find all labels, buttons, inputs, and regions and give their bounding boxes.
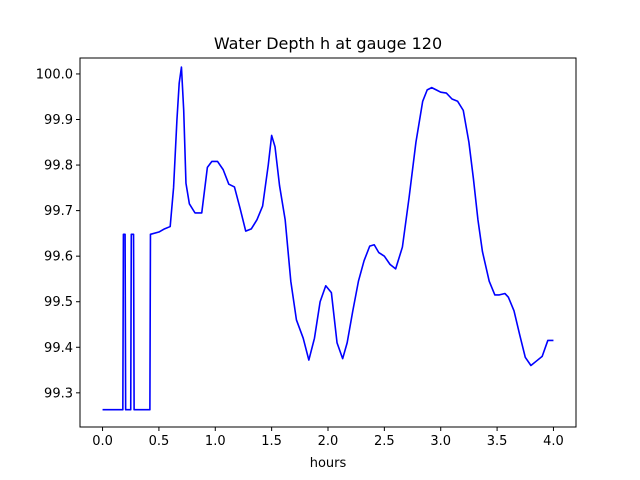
x-tick-label: 1.5 (261, 434, 282, 449)
y-tick-label: 99.3 (44, 386, 73, 401)
y-tick-label: 99.8 (44, 159, 73, 174)
x-tick-label: 2.5 (374, 434, 395, 449)
plot-background (80, 58, 576, 427)
x-tick-label: 1.0 (205, 434, 226, 449)
x-tick-label: 2.0 (318, 434, 339, 449)
chart-title: Water Depth h at gauge 120 (214, 34, 442, 53)
x-tick-label: 0.5 (149, 434, 170, 449)
plot-area (80, 58, 576, 427)
y-tick-label: 99.5 (44, 295, 73, 310)
y-tick-label: 99.9 (44, 113, 73, 128)
y-tick-label: 99.6 (44, 250, 73, 265)
x-tick-label: 3.5 (487, 434, 508, 449)
x-tick-label: 4.0 (543, 434, 564, 449)
series-line-0 (102, 66, 554, 411)
y-tick-label: 99.4 (44, 341, 73, 356)
x-tick-label: 0.0 (92, 434, 113, 449)
y-tick-label: 99.7 (44, 204, 73, 219)
y-tick-label: 100.0 (36, 67, 73, 82)
data-layer (102, 66, 554, 411)
axes-layer: 0.0 0.5 1.0 1.5 2.0 2.5 3.0 3.5 4.0 99.3 99.4 99.5 9… (36, 57, 577, 449)
x-axis-label: hours (310, 456, 347, 471)
x-tick-label: 3.0 (430, 434, 451, 449)
